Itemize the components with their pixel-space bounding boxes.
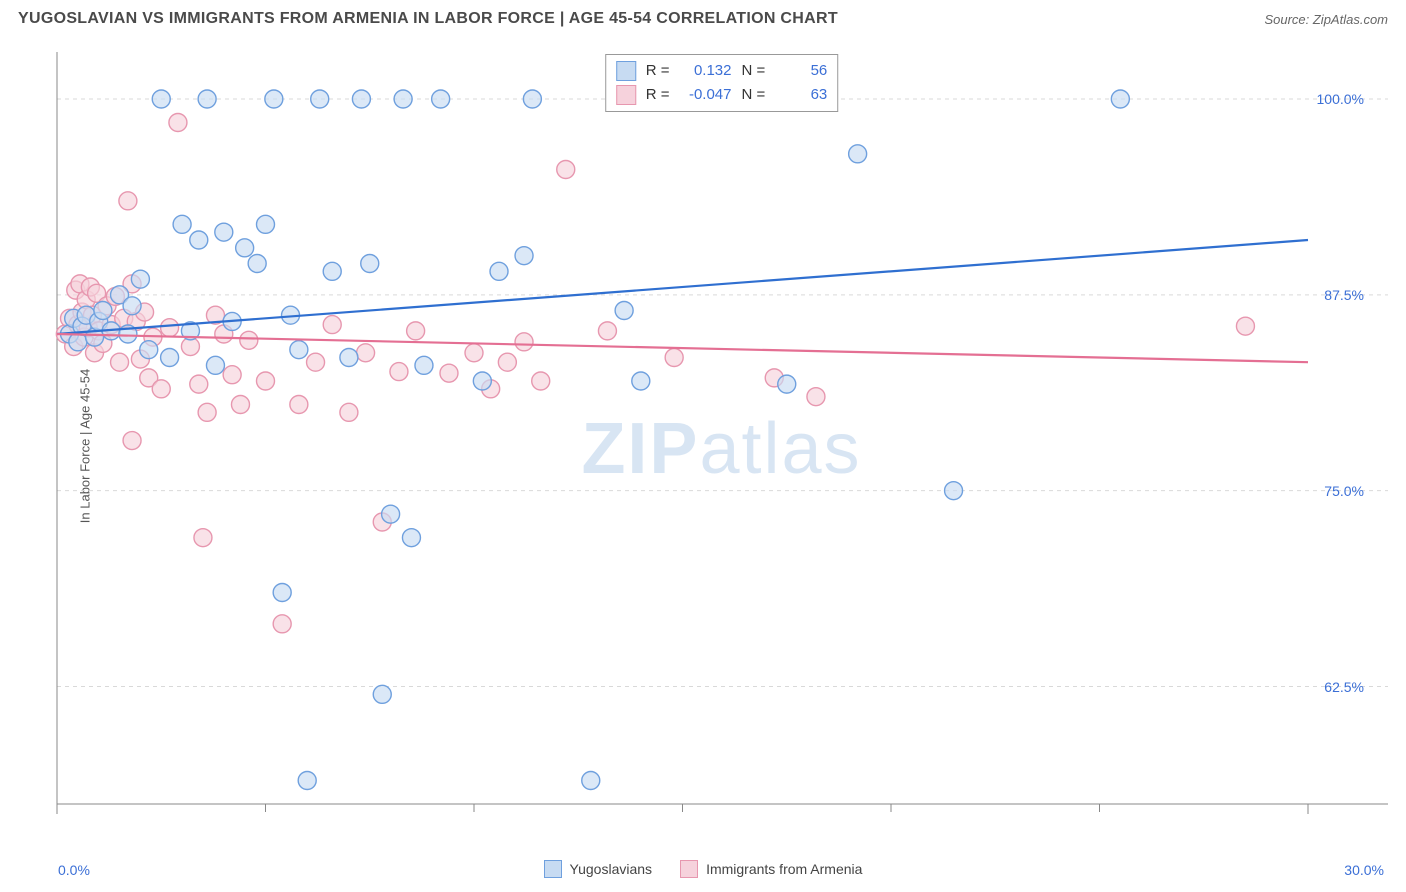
x-axis-min-label: 0.0% <box>58 862 90 878</box>
legend-swatch-icon <box>680 860 698 878</box>
x-axis-max-label: 30.0% <box>1344 862 1384 878</box>
correlation-row: R = 0.132 N = 56 <box>616 59 828 83</box>
series-swatch-icon <box>616 85 636 105</box>
plot-area: ZIPatlas R =0.132N =56R =-0.047N =63 62.… <box>55 50 1388 832</box>
y-axis-tick-label: 75.0% <box>1324 483 1364 499</box>
legend-item: Immigrants from Armenia <box>680 860 862 878</box>
legend-label: Yugoslavians <box>570 861 653 877</box>
scatter-plot-svg <box>55 50 1388 832</box>
series-legend: Yugoslavians Immigrants from Armenia <box>0 860 1406 878</box>
r-label: R = <box>646 59 670 83</box>
y-axis-tick-label: 87.5% <box>1324 287 1364 303</box>
chart-header: YUGOSLAVIAN VS IMMIGRANTS FROM ARMENIA I… <box>0 0 1406 36</box>
r-value: -0.047 <box>680 83 732 107</box>
correlation-row: R = -0.047 N = 63 <box>616 83 828 107</box>
series-swatch-icon <box>616 61 636 81</box>
chart-title: YUGOSLAVIAN VS IMMIGRANTS FROM ARMENIA I… <box>18 10 838 28</box>
y-axis-tick-label: 100.0% <box>1317 91 1364 107</box>
n-value: 63 <box>775 83 827 107</box>
r-value: 0.132 <box>680 59 732 83</box>
chart-source: Source: ZipAtlas.com <box>1264 12 1388 27</box>
n-label: N = <box>742 59 766 83</box>
correlation-legend-box: R = 0.132 N = 56 R = -0.047 N = 63 <box>605 54 839 112</box>
legend-item: Yugoslavians <box>544 860 653 878</box>
legend-swatch-icon <box>544 860 562 878</box>
n-label: N = <box>742 83 766 107</box>
n-value: 56 <box>775 59 827 83</box>
y-axis-tick-label: 62.5% <box>1324 679 1364 695</box>
legend-label: Immigrants from Armenia <box>706 861 862 877</box>
r-label: R = <box>646 83 670 107</box>
